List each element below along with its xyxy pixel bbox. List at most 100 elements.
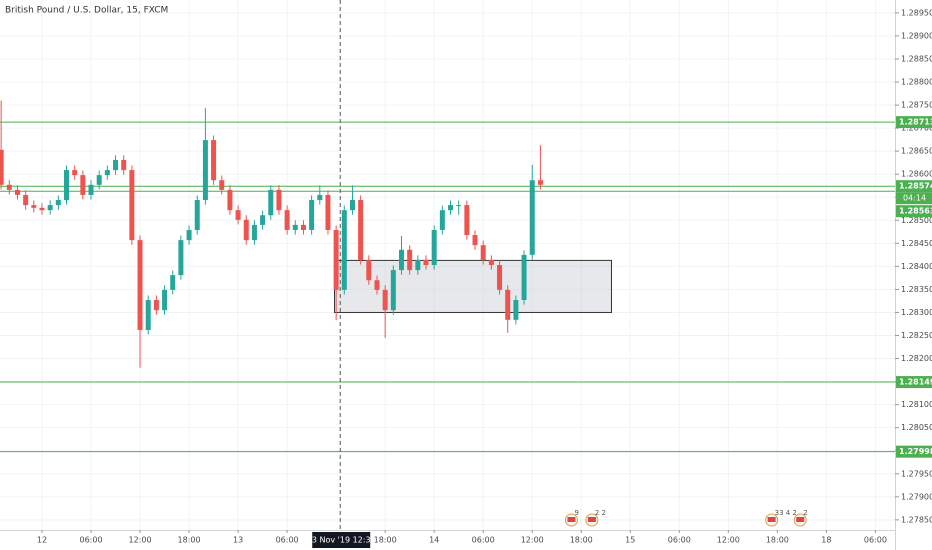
level-label: 1.28574 xyxy=(899,182,932,191)
crosshair-label-bg xyxy=(312,532,371,548)
x-tick-label: 12 xyxy=(37,536,47,545)
level-label: 1.27998 xyxy=(899,447,932,456)
x-tick-label: 18:00 xyxy=(374,536,397,545)
candle-body xyxy=(104,170,110,176)
candle-body xyxy=(407,249,413,271)
chart-title: British Pound / U.S. Dollar, 15, FXCM xyxy=(5,6,168,16)
candle-body xyxy=(374,280,380,290)
candle-body xyxy=(398,249,404,271)
candle-body xyxy=(431,229,437,265)
candle-body xyxy=(162,289,168,311)
x-tick-label: 14 xyxy=(429,536,439,545)
y-tick-label: 1.28100 xyxy=(901,400,932,409)
event-flag xyxy=(796,517,805,522)
y-tick-label: 1.28750 xyxy=(901,101,932,110)
event-flag xyxy=(587,517,596,522)
candle-body xyxy=(260,215,266,225)
candle-body xyxy=(6,184,12,190)
x-tick-label: 18:00 xyxy=(570,536,593,545)
level-label-bg xyxy=(896,116,932,129)
x-tick-label: 06:00 xyxy=(276,536,299,545)
candle-body xyxy=(129,170,135,241)
y-tick-label: 1.28300 xyxy=(901,308,932,317)
candle-body xyxy=(276,189,282,211)
candle-body xyxy=(529,180,535,255)
candle-body xyxy=(448,205,454,211)
x-tick-label: 06:00 xyxy=(668,536,691,545)
candle-body xyxy=(80,175,86,195)
candle-body xyxy=(219,180,225,190)
level-label-bg xyxy=(896,180,932,193)
level-label: 1.28563 xyxy=(899,207,932,216)
candle-body xyxy=(153,300,159,311)
candle-body xyxy=(186,229,192,241)
y-tick-label: 1.28250 xyxy=(901,331,932,340)
candle-body xyxy=(137,240,143,330)
candle-body xyxy=(300,224,306,230)
x-tick-label: 06:00 xyxy=(472,536,495,545)
x-tick-label: 12:00 xyxy=(717,536,740,545)
candle-body xyxy=(227,189,233,211)
countdown: 04:14 xyxy=(903,194,926,203)
candle-body xyxy=(309,200,315,230)
y-tick-label: 1.28900 xyxy=(901,31,932,40)
candle-body xyxy=(64,170,70,201)
candle-body xyxy=(268,189,274,216)
x-tick-label: 18 xyxy=(821,536,831,545)
x-tick-label: 06:00 xyxy=(864,536,887,545)
candle-body xyxy=(170,275,176,290)
candle-body xyxy=(423,259,429,265)
candle-body xyxy=(88,184,94,195)
candle-body xyxy=(194,200,200,230)
candle-body xyxy=(292,224,298,230)
y-tick-label: 1.28950 xyxy=(901,8,932,17)
x-tick-label: 12:00 xyxy=(521,536,544,545)
candle-body xyxy=(366,259,372,281)
candle-body xyxy=(415,259,421,271)
candle-body xyxy=(537,180,543,185)
y-tick-label: 1.28600 xyxy=(901,170,932,179)
crosshair-label: 13 Nov '19 12:30 xyxy=(307,536,376,545)
x-tick-label: 06:00 xyxy=(79,536,102,545)
candle-body xyxy=(31,205,37,208)
candle-body xyxy=(96,175,102,185)
candle-body xyxy=(235,210,241,220)
y-tick-label: 1.28650 xyxy=(901,147,932,156)
candle-body xyxy=(480,245,486,260)
candle-body xyxy=(497,265,503,290)
candle-body xyxy=(113,159,119,171)
candle-body xyxy=(202,140,208,201)
candle-body xyxy=(464,205,470,236)
y-tick-label: 1.28500 xyxy=(901,216,932,225)
candle-body xyxy=(390,270,396,311)
y-tick-label: 1.27850 xyxy=(901,515,932,524)
candle-body xyxy=(472,235,478,246)
candle-body xyxy=(488,259,494,265)
candle-body xyxy=(243,219,249,241)
candle-body xyxy=(145,300,151,330)
x-tick-label: 18:00 xyxy=(178,536,201,545)
level-label-bg xyxy=(896,376,932,389)
candle-body xyxy=(513,300,519,320)
event-label: 2 2 xyxy=(595,509,606,517)
candle-body xyxy=(456,205,462,207)
x-tick-label: 15 xyxy=(625,536,635,545)
y-tick-label: 1.28050 xyxy=(901,423,932,432)
candle-body xyxy=(505,289,511,320)
y-tick-label: 1.28850 xyxy=(901,54,932,63)
candle-body xyxy=(72,170,78,176)
candle-body xyxy=(23,194,29,206)
event-flag xyxy=(767,517,776,522)
zone xyxy=(334,259,612,313)
candle-body xyxy=(521,254,527,301)
candle-body xyxy=(251,224,257,241)
y-tick-label: 1.28200 xyxy=(901,354,932,363)
candle-body xyxy=(14,189,20,195)
candle-body xyxy=(178,240,184,276)
candle-body xyxy=(39,207,45,211)
candle-body xyxy=(55,200,61,206)
candle-body xyxy=(211,140,217,181)
event-label: 33 4 2 xyxy=(775,509,797,517)
